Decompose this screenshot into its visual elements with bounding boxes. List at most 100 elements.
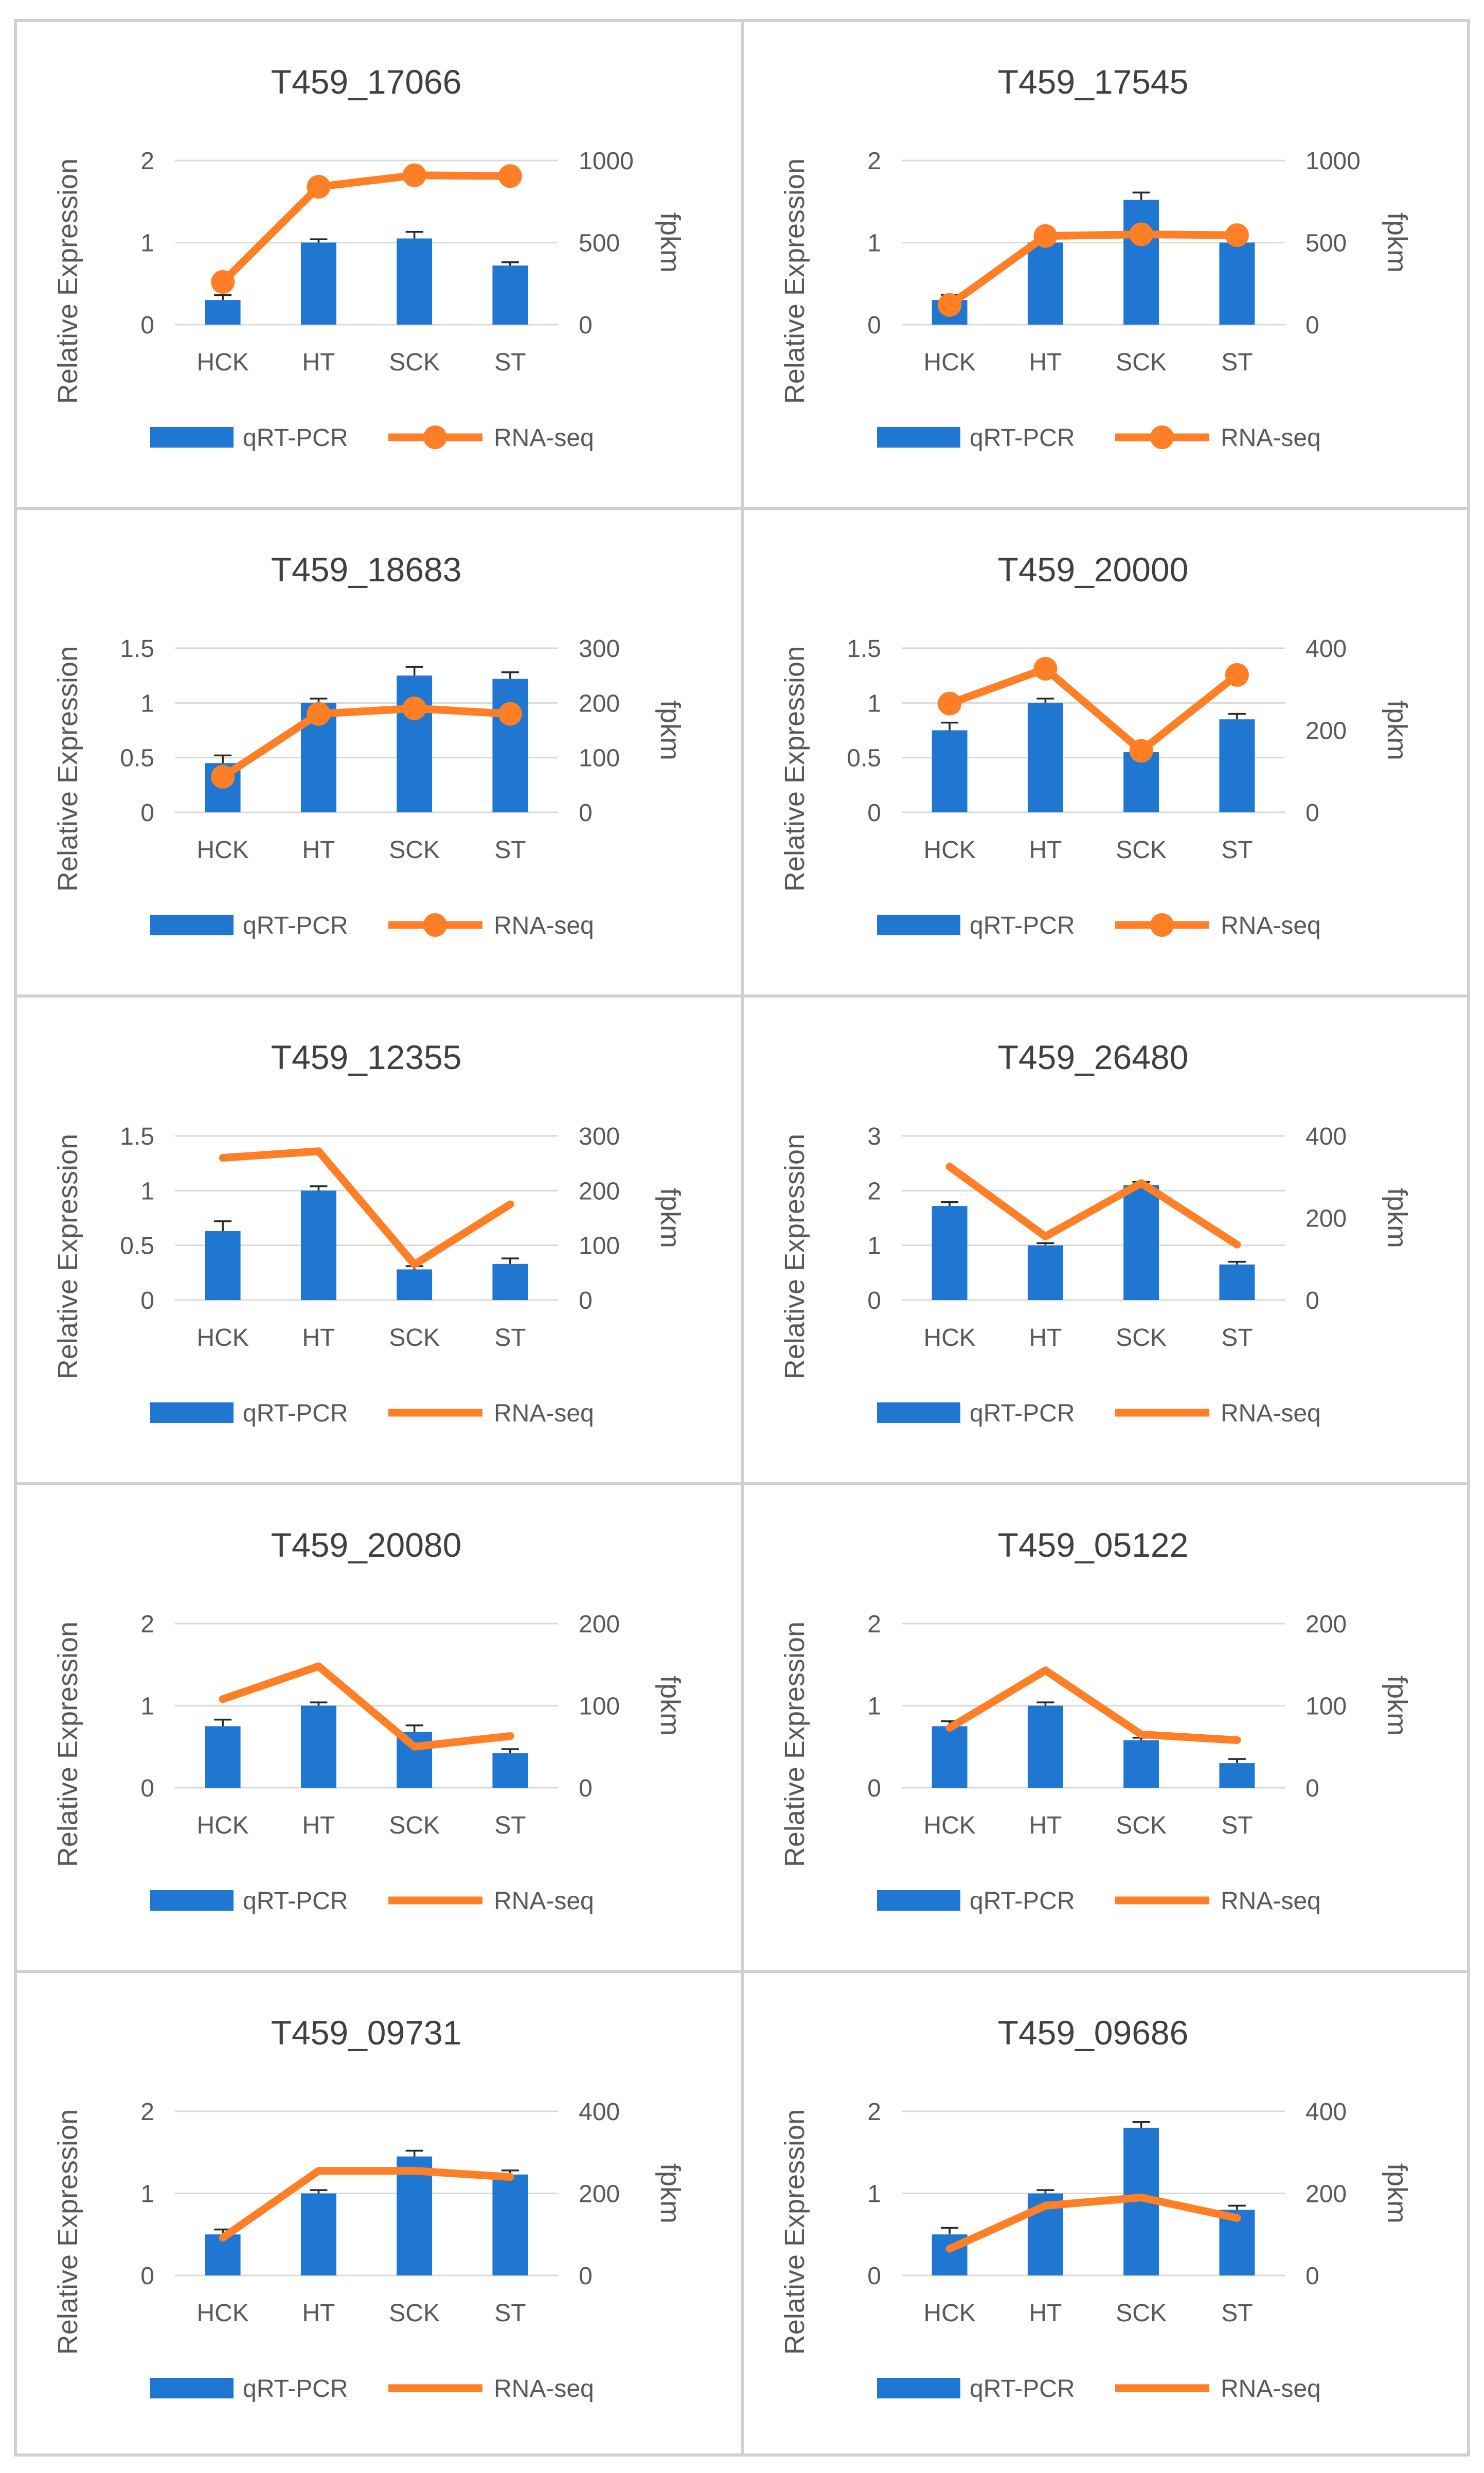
chart-title: T459_20080 <box>271 1526 462 1564</box>
y2-axis-title: fpkm <box>1382 2163 1413 2223</box>
x-tick-label: ST <box>1221 2300 1253 2327</box>
rna-seq-line <box>945 230 1241 309</box>
error-bar <box>501 261 519 266</box>
x-tick-label: SCK <box>1116 2300 1167 2327</box>
x-tick-label: ST <box>1221 1812 1253 1839</box>
y-tick-label: 2 <box>867 1178 881 1205</box>
error-bar <box>1132 2121 1150 2128</box>
y2-tick-label: 0 <box>579 2263 593 2290</box>
y2-tick-label: 400 <box>579 2098 620 2126</box>
x-tick-label: SCK <box>1116 837 1167 864</box>
x-tick-label: ST <box>1221 1324 1253 1351</box>
bar-SCK <box>1123 200 1159 325</box>
y-axis-title: Relative Expression <box>779 646 810 892</box>
x-tick-label: HCK <box>923 349 975 376</box>
legend-bar-swatch <box>150 427 234 448</box>
legend-line-label: RNA-seq <box>494 424 594 452</box>
legend-line-label: RNA-seq <box>1221 1888 1321 1915</box>
rna-seq-marker <box>1033 656 1058 681</box>
y-tick-label: 2 <box>867 2098 881 2126</box>
rna-seq-marker <box>498 702 522 726</box>
y2-tick-label: 0 <box>579 1775 593 1802</box>
chart-title: T459_09731 <box>271 2014 462 2052</box>
x-tick-label: HCK <box>196 1324 248 1351</box>
legend-bar-label: qRT-PCR <box>243 424 348 452</box>
y2-axis-title: fpkm <box>1382 1188 1413 1248</box>
chart-title: T459_17066 <box>271 63 462 101</box>
bar-ST <box>492 1753 528 1788</box>
y2-tick-label: 100 <box>1306 1693 1347 1720</box>
rna-seq-marker <box>1225 223 1249 247</box>
chart-panel: T459_20080 0 1 2 0 100 200 HCK HT SCK ST Relative E… <box>52 1526 686 1915</box>
x-tick-label: ST <box>494 1812 526 1839</box>
x-tick-label: SCK <box>1116 1324 1167 1351</box>
bar-HT <box>1027 1705 1063 1788</box>
x-tick-label: HT <box>1029 1812 1062 1839</box>
legend-bar-swatch <box>150 915 234 935</box>
y-tick-label: 2 <box>867 1611 881 1638</box>
rna-seq-marker <box>1033 224 1058 248</box>
y2-tick-label: 400 <box>1306 635 1347 663</box>
rna-seq-line <box>945 1163 1241 1249</box>
y-tick-label: 0 <box>867 1287 881 1314</box>
legend-line-label: RNA-seq <box>494 2375 594 2403</box>
y-tick-label: 0 <box>140 312 154 339</box>
legend-bar-label: qRT-PCR <box>243 912 348 939</box>
chart-panel: T459_17545 0 1 2 0 500 1000 HCK HT SCK ST Relative … <box>779 63 1413 452</box>
x-tick-label: HCK <box>923 1812 975 1839</box>
legend-bar-label: qRT-PCR <box>970 424 1075 452</box>
legend-bar-swatch <box>150 1890 234 1911</box>
chart-panel: T459_17066 0 1 2 0 500 1000 HCK HT SCK ST Relative … <box>52 63 686 452</box>
y-tick-label: 0 <box>140 1287 154 1314</box>
bar-SCK <box>397 238 433 325</box>
error-bar <box>1228 1260 1246 1265</box>
y2-tick-label: 100 <box>579 1233 620 1260</box>
y-tick-label: 1.5 <box>120 1123 154 1150</box>
bar-HCK <box>932 1206 968 1300</box>
y-axis-title: Relative Expression <box>52 2109 83 2355</box>
y-axis-title: Relative Expression <box>779 1622 810 1867</box>
x-tick-label: HCK <box>196 837 248 864</box>
x-tick-label: HT <box>302 1812 335 1839</box>
chart-title: T459_18683 <box>271 550 462 589</box>
chart-title: T459_26480 <box>998 1038 1189 1076</box>
rna-seq-marker <box>938 691 962 716</box>
y2-axis-title: fpkm <box>655 212 686 273</box>
y2-tick-label: 200 <box>1306 2181 1347 2208</box>
rna-seq-line <box>945 1666 1241 1744</box>
bar-HCK <box>932 1726 968 1788</box>
y2-axis-title: fpkm <box>655 1676 686 1736</box>
x-tick-label: ST <box>1221 349 1253 376</box>
bar-HT <box>1027 703 1063 812</box>
x-tick-label: ST <box>494 2300 526 2327</box>
bar-ST <box>492 1264 528 1300</box>
x-tick-label: ST <box>494 349 526 376</box>
legend-bar-swatch <box>877 2378 960 2398</box>
error-bar <box>941 2227 959 2235</box>
chart-panel: T459_05122 0 1 2 0 100 200 HCK HT SCK ST Relative E… <box>779 1526 1413 1915</box>
rna-seq-line <box>945 2193 1241 2253</box>
y-tick-label: 0 <box>867 2263 881 2290</box>
error-bar <box>405 666 423 676</box>
legend-line-label: RNA-seq <box>494 1888 594 1915</box>
y-tick-label: 0.5 <box>120 745 154 772</box>
y2-axis-title: fpkm <box>655 2163 686 2223</box>
bar-ST <box>492 265 528 325</box>
y2-tick-label: 0 <box>1306 312 1319 339</box>
y2-axis-title: fpkm <box>655 1188 686 1248</box>
y-axis-title: Relative Expression <box>779 1134 810 1379</box>
error-bar <box>214 1220 232 1232</box>
legend-line-label: RNA-seq <box>1221 424 1321 452</box>
x-tick-label: SCK <box>1116 349 1167 376</box>
error-bar <box>310 2189 328 2194</box>
y-tick-label: 0 <box>867 799 881 827</box>
bar-HT <box>300 1705 336 1788</box>
error-bar <box>501 1748 519 1754</box>
bar-SCK <box>397 1269 433 1300</box>
x-tick-label: SCK <box>389 837 440 864</box>
legend-bar-swatch <box>877 915 960 935</box>
rna-seq-marker <box>402 163 426 187</box>
bar-ST <box>492 679 528 812</box>
x-tick-label: HCK <box>196 349 248 376</box>
